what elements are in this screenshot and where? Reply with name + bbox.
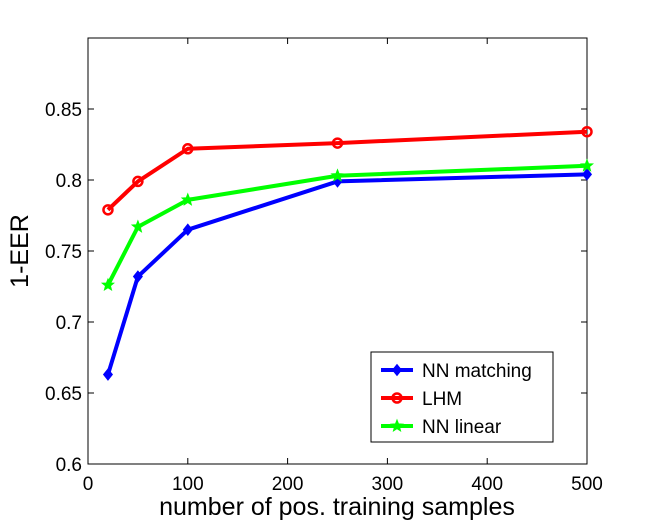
legend-label-nn-matching: NN matching <box>422 361 532 382</box>
data-point-lhm <box>182 143 194 155</box>
data-point-nn-linear <box>100 277 115 292</box>
x-tick-label: 500 <box>571 474 603 495</box>
series-layer <box>100 125 595 381</box>
x-axis: 0 100 200 300 400 500 <box>83 38 603 495</box>
y-tick-label: 0.7 <box>56 313 82 334</box>
x-tick-label: 200 <box>272 474 304 495</box>
data-point-lhm <box>581 125 593 138</box>
data-point-nn-matching <box>581 168 593 181</box>
data-point-lhm <box>102 204 114 216</box>
y-axis: 0.6 0.65 0.7 0.75 0.8 0.85 <box>45 100 587 476</box>
y-tick-label: 0.75 <box>45 242 82 263</box>
legend-label-nn-linear: NN linear <box>422 417 502 438</box>
data-point-nn-linear <box>330 168 345 182</box>
y-axis-label: 1-EER <box>6 214 34 288</box>
data-point-lhm <box>331 137 344 149</box>
y-tick-label: 0.85 <box>45 100 82 121</box>
x-tick-label: 0 <box>83 474 94 495</box>
data-point-lhm <box>132 175 144 188</box>
legend-marker-nn-linear <box>389 418 405 432</box>
x-tick-label: 300 <box>372 474 404 495</box>
data-point-nn-matching <box>102 368 114 381</box>
x-axis-label: number of pos. training samples <box>159 493 515 521</box>
data-point-nn-linear <box>180 192 195 206</box>
x-tick-label: 100 <box>172 474 204 495</box>
data-point-nn-linear <box>579 158 595 172</box>
data-point-nn-linear <box>130 219 145 233</box>
y-tick-label: 0.65 <box>45 384 82 405</box>
legend-label-lhm: LHM <box>422 389 462 410</box>
legend: NN matching LHM NN linear <box>370 351 554 443</box>
legend-marker-nn-matching <box>391 363 403 377</box>
series-line-lhm <box>106 129 588 212</box>
x-tick-label: 400 <box>471 474 503 495</box>
legend-marker-lhm <box>391 392 403 404</box>
y-tick-label: 0.6 <box>56 455 82 476</box>
y-tick-label: 0.8 <box>56 171 82 192</box>
data-point-nn-matching <box>182 223 193 237</box>
data-point-nn-matching <box>132 270 143 283</box>
